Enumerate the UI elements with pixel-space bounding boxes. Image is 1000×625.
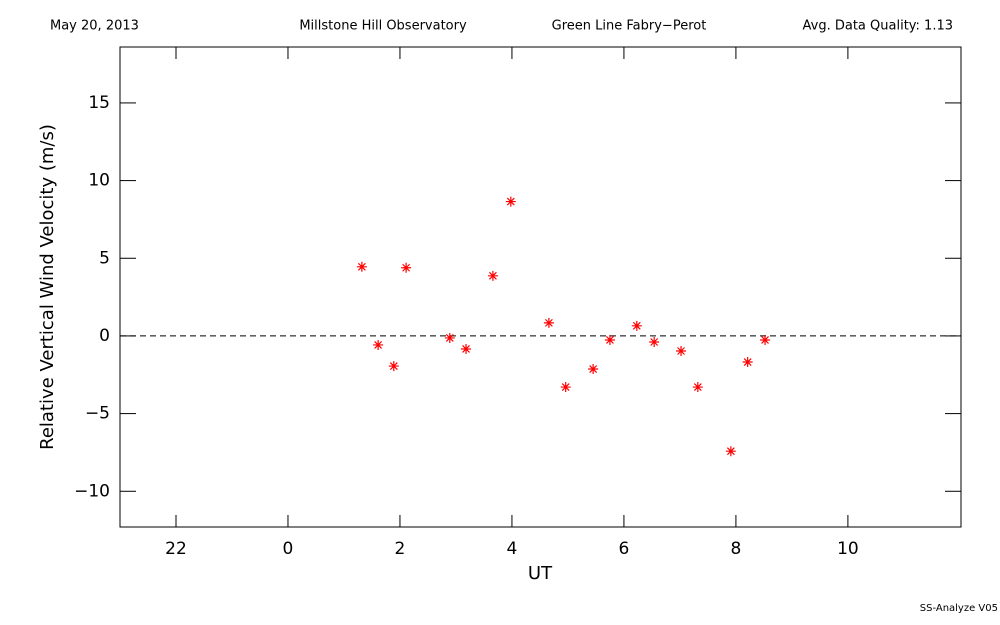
- data-point: [487, 270, 498, 281]
- data-point: [356, 261, 367, 272]
- x-tick-label: 0: [283, 539, 294, 559]
- data-point: [560, 382, 571, 393]
- observatory: Millstone Hill Observatory: [299, 19, 467, 34]
- data-point: [742, 357, 753, 368]
- y-tick-label: 10: [88, 171, 110, 191]
- footer: SS-Analyze V05: [920, 603, 998, 614]
- data-point: [725, 446, 736, 457]
- data-point: [505, 196, 516, 207]
- data-point: [760, 334, 771, 345]
- data-point: [388, 361, 399, 372]
- y-tick-label: 0: [99, 326, 110, 346]
- x-tick-label: 22: [165, 539, 187, 559]
- date: May 20, 2013: [50, 19, 139, 34]
- data-point: [649, 336, 660, 347]
- data-quality: Avg. Data Quality: 1.13: [803, 19, 953, 34]
- data-point: [444, 332, 455, 343]
- data-point: [461, 343, 472, 354]
- data-point: [692, 382, 703, 393]
- instrument: Green Line Fabry−Perot: [552, 19, 707, 34]
- x-tick-label: 2: [395, 539, 406, 559]
- x-tick-label: 10: [837, 539, 859, 559]
- plot-frame: [119, 46, 962, 528]
- y-tick-label: −5: [85, 404, 110, 424]
- y-tick-label: 15: [88, 93, 110, 113]
- data-point: [373, 339, 384, 350]
- x-tick-label: 8: [730, 539, 741, 559]
- y-tick-label: −10: [74, 481, 110, 501]
- x-axis-label: UT: [528, 563, 553, 584]
- data-point: [588, 364, 599, 375]
- x-tick-label: 6: [619, 539, 630, 559]
- data-point: [676, 346, 687, 356]
- data-point: [401, 262, 412, 273]
- x-tick-label: 4: [507, 539, 518, 559]
- data-point: [631, 320, 642, 331]
- y-axis-label: Relative Vertical Wind Velocity (m/s): [37, 124, 58, 450]
- data-point: [543, 317, 554, 328]
- y-tick-label: 5: [99, 248, 110, 268]
- data-point: [604, 334, 615, 345]
